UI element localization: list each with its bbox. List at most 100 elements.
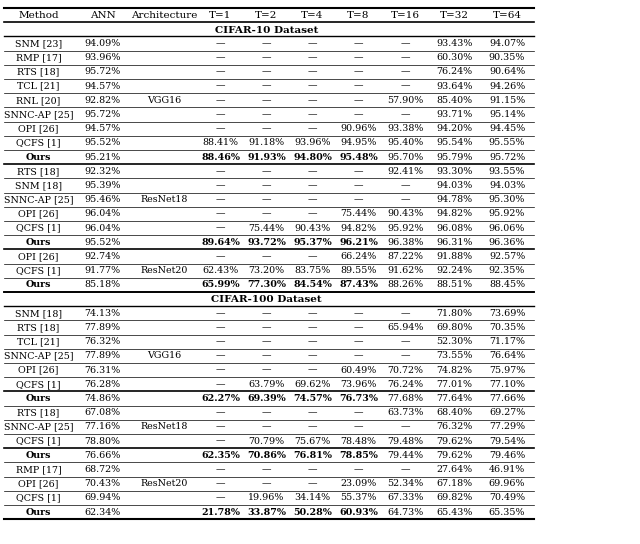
Text: 69.80%: 69.80% bbox=[436, 323, 472, 332]
Text: SNNC-AP [25]: SNNC-AP [25] bbox=[4, 422, 74, 431]
Text: —: — bbox=[308, 252, 317, 261]
Text: —: — bbox=[262, 323, 271, 332]
Text: 70.49%: 70.49% bbox=[489, 493, 525, 503]
Text: —: — bbox=[354, 351, 364, 360]
Text: 91.62%: 91.62% bbox=[387, 266, 424, 275]
Text: —: — bbox=[354, 96, 364, 105]
Text: 77.64%: 77.64% bbox=[436, 394, 472, 403]
Text: 92.35%: 92.35% bbox=[489, 266, 525, 275]
Text: 95.92%: 95.92% bbox=[387, 224, 424, 233]
Text: TCL [21]: TCL [21] bbox=[17, 82, 60, 91]
Text: OPI [26]: OPI [26] bbox=[19, 124, 59, 133]
Text: 93.72%: 93.72% bbox=[247, 238, 286, 247]
Text: —: — bbox=[216, 124, 225, 133]
Text: —: — bbox=[262, 53, 271, 62]
Text: 92.74%: 92.74% bbox=[84, 252, 120, 261]
Text: 93.55%: 93.55% bbox=[489, 167, 525, 176]
Text: 76.73%: 76.73% bbox=[339, 394, 378, 403]
Text: 88.51%: 88.51% bbox=[436, 280, 472, 289]
Text: —: — bbox=[401, 67, 410, 76]
Text: 95.37%: 95.37% bbox=[293, 238, 332, 247]
Text: 95.72%: 95.72% bbox=[489, 153, 525, 162]
Text: 60.30%: 60.30% bbox=[436, 53, 472, 62]
Text: 95.21%: 95.21% bbox=[84, 153, 120, 162]
Text: T=4: T=4 bbox=[301, 11, 324, 20]
Text: 75.67%: 75.67% bbox=[294, 437, 331, 446]
Text: 91.93%: 91.93% bbox=[247, 153, 286, 162]
Text: —: — bbox=[262, 167, 271, 176]
Text: T=8: T=8 bbox=[348, 11, 370, 20]
Text: 94.45%: 94.45% bbox=[489, 124, 525, 133]
Text: —: — bbox=[216, 366, 225, 375]
Text: 96.06%: 96.06% bbox=[489, 224, 525, 233]
Text: —: — bbox=[216, 167, 225, 176]
Text: 95.52%: 95.52% bbox=[84, 238, 121, 247]
Text: Method: Method bbox=[18, 11, 59, 20]
Text: —: — bbox=[354, 167, 364, 176]
Text: —: — bbox=[262, 465, 271, 474]
Text: 90.43%: 90.43% bbox=[387, 209, 424, 218]
Text: 74.13%: 74.13% bbox=[84, 309, 120, 318]
Text: 96.04%: 96.04% bbox=[84, 209, 120, 218]
Text: 85.18%: 85.18% bbox=[84, 280, 120, 289]
Text: 79.54%: 79.54% bbox=[489, 437, 525, 446]
Text: —: — bbox=[216, 437, 225, 446]
Text: 96.31%: 96.31% bbox=[436, 238, 473, 247]
Text: 78.48%: 78.48% bbox=[340, 437, 376, 446]
Text: 78.85%: 78.85% bbox=[339, 451, 378, 460]
Text: —: — bbox=[216, 96, 225, 105]
Text: Ours: Ours bbox=[26, 394, 51, 403]
Text: —: — bbox=[308, 39, 317, 48]
Text: RTS [18]: RTS [18] bbox=[17, 167, 60, 176]
Text: 94.26%: 94.26% bbox=[489, 82, 525, 91]
Text: 96.08%: 96.08% bbox=[436, 224, 472, 233]
Text: 95.54%: 95.54% bbox=[436, 138, 473, 147]
Text: 94.95%: 94.95% bbox=[340, 138, 377, 147]
Text: —: — bbox=[262, 195, 271, 204]
Text: 75.44%: 75.44% bbox=[340, 209, 376, 218]
Text: —: — bbox=[354, 465, 364, 474]
Text: 77.16%: 77.16% bbox=[84, 422, 120, 431]
Text: —: — bbox=[354, 181, 364, 190]
Text: 91.77%: 91.77% bbox=[84, 266, 120, 275]
Text: 70.72%: 70.72% bbox=[387, 366, 424, 375]
Text: 94.03%: 94.03% bbox=[436, 181, 472, 190]
Text: RTS [18]: RTS [18] bbox=[17, 408, 60, 417]
Text: 78.80%: 78.80% bbox=[84, 437, 120, 446]
Text: —: — bbox=[216, 181, 225, 190]
Text: —: — bbox=[216, 493, 225, 503]
Text: RTS [18]: RTS [18] bbox=[17, 323, 60, 332]
Text: 94.03%: 94.03% bbox=[489, 181, 525, 190]
Text: 91.18%: 91.18% bbox=[248, 138, 285, 147]
Text: Ours: Ours bbox=[26, 280, 51, 289]
Text: 93.38%: 93.38% bbox=[387, 124, 424, 133]
Text: 94.09%: 94.09% bbox=[84, 39, 120, 48]
Text: 85.40%: 85.40% bbox=[436, 96, 472, 105]
Text: —: — bbox=[308, 337, 317, 346]
Text: —: — bbox=[216, 67, 225, 76]
Text: RMP [17]: RMP [17] bbox=[15, 465, 61, 474]
Text: Ours: Ours bbox=[26, 508, 51, 517]
Text: 95.48%: 95.48% bbox=[339, 153, 378, 162]
Text: 69.39%: 69.39% bbox=[247, 394, 286, 403]
Text: —: — bbox=[262, 181, 271, 190]
Text: 64.73%: 64.73% bbox=[387, 508, 424, 517]
Text: 65.35%: 65.35% bbox=[489, 508, 525, 517]
Text: 77.10%: 77.10% bbox=[489, 380, 525, 389]
Text: 92.41%: 92.41% bbox=[387, 167, 424, 176]
Text: QCFS [1]: QCFS [1] bbox=[16, 138, 61, 147]
Text: QCFS [1]: QCFS [1] bbox=[16, 380, 61, 389]
Text: —: — bbox=[354, 337, 364, 346]
Text: 77.89%: 77.89% bbox=[84, 323, 120, 332]
Text: —: — bbox=[401, 53, 410, 62]
Text: SNNC-AP [25]: SNNC-AP [25] bbox=[4, 351, 74, 360]
Text: —: — bbox=[216, 380, 225, 389]
Text: 63.79%: 63.79% bbox=[248, 380, 285, 389]
Text: 62.43%: 62.43% bbox=[202, 266, 239, 275]
Text: 94.82%: 94.82% bbox=[436, 209, 472, 218]
Text: —: — bbox=[401, 309, 410, 318]
Text: 69.82%: 69.82% bbox=[436, 493, 472, 503]
Text: 88.46%: 88.46% bbox=[201, 153, 240, 162]
Text: 83.75%: 83.75% bbox=[294, 266, 331, 275]
Text: 94.57%: 94.57% bbox=[84, 82, 120, 91]
